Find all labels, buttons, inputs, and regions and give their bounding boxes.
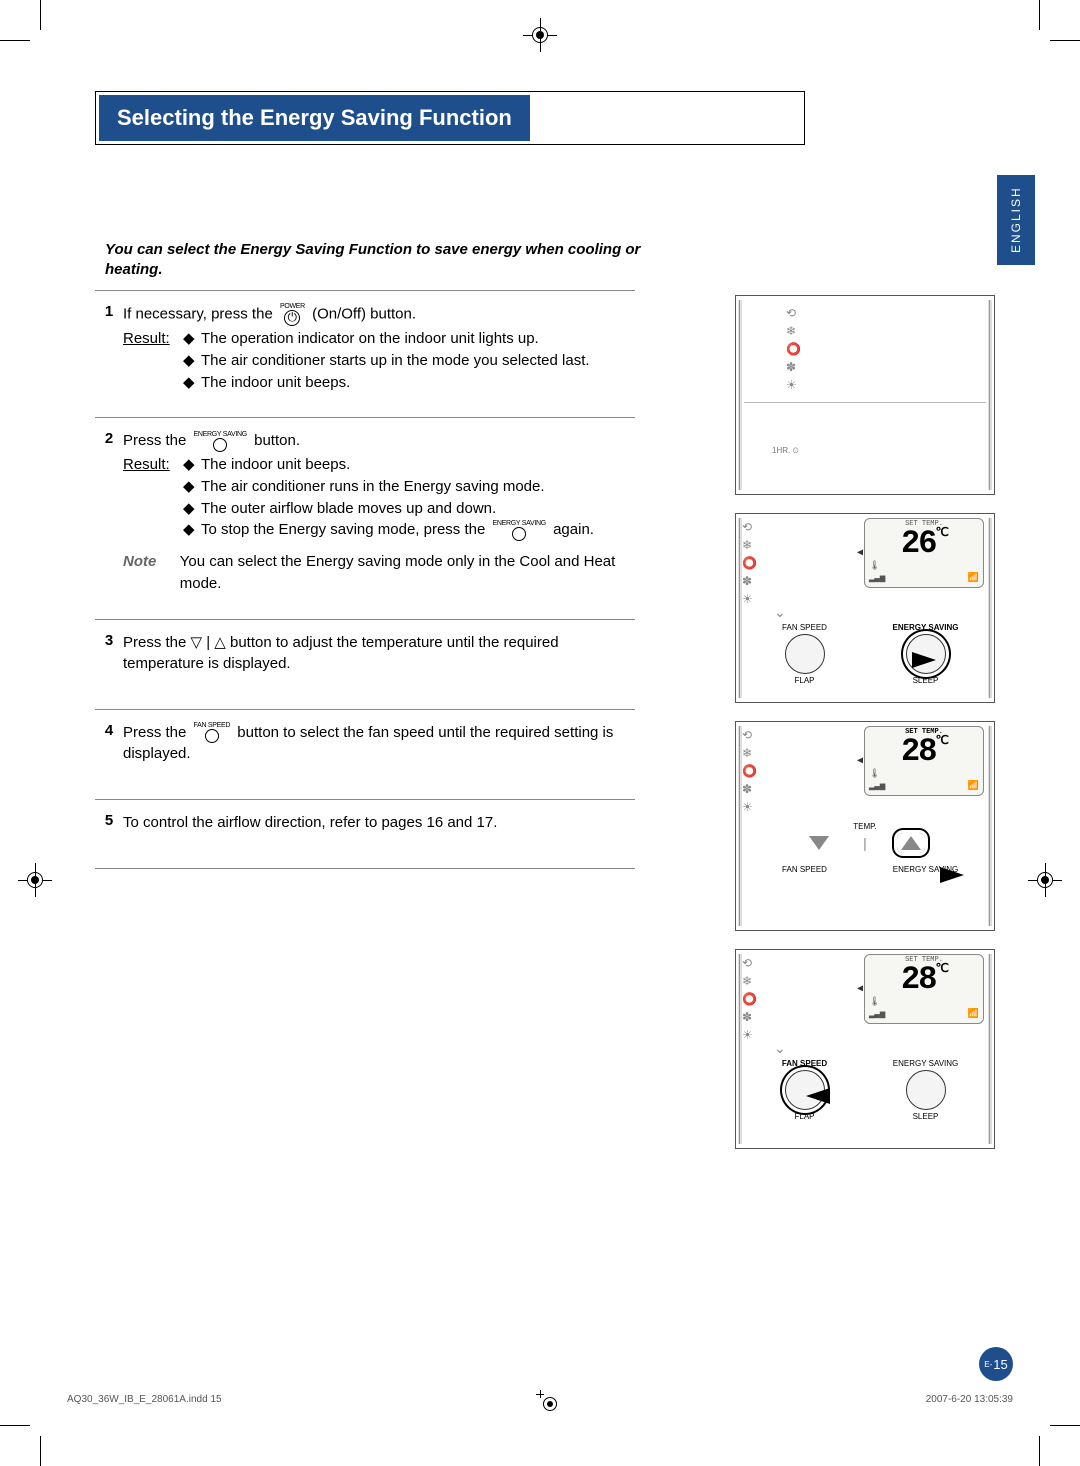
lcd-display: ◀ SET TEMP. 26℃ 🌡 ▂▃▅📶 [864,518,984,588]
result-item: The air conditioner runs in the Energy s… [201,476,545,498]
pointer-arrow-icon [912,652,936,668]
note-label: Note [123,551,180,595]
registration-mark [22,867,48,893]
step-text: Press the ▽ | △ button to adjust the tem… [123,634,559,673]
mode-icons: ⟲❄⭕✽☀ [786,306,801,392]
page: Selecting the Energy Saving Function ENG… [55,55,1025,1411]
pointer-arrow-icon [940,867,964,883]
steps-list: 1 If necessary, press the POWER (On/Off)… [95,290,635,869]
step-1: 1 If necessary, press the POWER (On/Off)… [95,290,635,417]
energy-saving-label: ENERGY SAVING [865,865,986,874]
fan-speed-label: FAN SPEED [782,623,827,632]
fan-speed-button[interactable] [785,634,825,674]
registration-mark [527,22,553,48]
step-number: 1 [95,303,123,393]
result-item: The indoor unit beeps. [201,454,350,476]
result-item: The operation indicator on the indoor un… [201,328,539,350]
sleep-label: SLEEP [865,676,986,685]
fan-speed-button-icon: FAN SPEED [194,722,231,743]
title-bar: Selecting the Energy Saving Function [95,91,805,145]
energy-saving-label: ENERGY SAVING [893,623,959,632]
mode-icons: ⟲❄⭕✽☀ [742,728,757,814]
temp-label: TEMP. [744,822,986,831]
result-label: Result: [123,328,183,393]
remote-panels: ⟲❄⭕✽☀ TURBO POWER ⏻ 1HR. ⏲ ⟲❄⭕✽☀ [735,295,995,1167]
step-5: 5 To control the airflow direction, refe… [95,799,635,869]
step-text: To control the airflow direction, refer … [123,814,497,831]
note-text: You can select the Energy saving mode on… [180,551,635,595]
registration-mark [1032,867,1058,893]
result-item: The air conditioner starts up in the mod… [201,350,590,372]
fan-speed-label: FAN SPEED [782,1059,827,1068]
page-title: Selecting the Energy Saving Function [99,95,530,141]
step-text: Press the [123,724,191,741]
energy-saving-button[interactable] [906,1070,946,1110]
remote-panel-2: ⟲❄⭕✽☀ ◀ SET TEMP. 26℃ 🌡 ▂▃▅📶 ⌄ FAN SPEED… [735,513,995,703]
temp-down-button[interactable] [805,833,833,853]
fan-speed-label: FAN SPEED [744,865,865,874]
pointer-arrow-icon [806,1088,830,1104]
energy-saving-label: ENERGY SAVING [893,1059,959,1068]
result-item: The outer airflow blade moves up and dow… [201,498,496,520]
step-number: 3 [95,632,123,685]
lcd-display: ◀ SET TEMP. 28℃ 🌡 ▂▃▅📶 [864,954,984,1024]
step-2: 2 Press the ENERGY SAVING button. Result… [95,417,635,618]
page-number: E-15 [979,1347,1013,1381]
intro-text: You can select the Energy Saving Functio… [105,240,645,281]
result-item: To stop the Energy saving mode, press th… [201,521,490,538]
step-text: (On/Off) button. [312,305,416,322]
result-item: again. [553,521,594,538]
lcd-display: ◀ SET TEMP. 28℃ 🌡 ▂▃▅📶 [864,726,984,796]
mode-icons: ⟲❄⭕✽☀ [742,956,757,1042]
step-4: 4 Press the FAN SPEED button to select t… [95,709,635,799]
result-label: Result: [123,454,183,541]
step-text: Press the [123,432,191,449]
step-text: If necessary, press the [123,305,277,322]
flap-label: FLAP [744,1112,865,1121]
energy-saving-button-icon: ENERGY SAVING [493,520,546,541]
power-button-icon: POWER [280,303,305,326]
remote-panel-1: ⟲❄⭕✽☀ TURBO POWER ⏻ 1HR. ⏲ [735,295,995,495]
flap-label: FLAP [744,676,865,685]
temp-up-button[interactable] [897,833,925,853]
one-hour-label: 1HR. ⏲ [772,446,799,456]
remote-panel-3: ⟲❄⭕✽☀ ◀ SET TEMP. 28℃ 🌡 ▂▃▅📶 TEMP. | FAN… [735,721,995,931]
footer-file: AQ30_36W_IB_E_28061A.indd 15 [67,1394,222,1405]
step-number: 5 [95,812,123,844]
language-tab: ENGLISH [997,175,1035,265]
footer-timestamp: 2007-6-20 13:05:39 [926,1394,1013,1405]
footer: AQ30_36W_IB_E_28061A.indd 15 2007-6-20 1… [67,1394,1013,1405]
sleep-label: SLEEP [865,1112,986,1121]
step-3: 3 Press the ▽ | △ button to adjust the t… [95,619,635,709]
step-number: 4 [95,722,123,775]
step-number: 2 [95,430,123,594]
remote-panel-4: ⟲❄⭕✽☀ ◀ SET TEMP. 28℃ 🌡 ▂▃▅📶 ⌄ FAN SPEED… [735,949,995,1149]
result-item: The indoor unit beeps. [201,372,350,394]
mode-icons: ⟲❄⭕✽☀ [742,520,757,606]
step-text: button. [254,432,300,449]
energy-saving-button-icon: ENERGY SAVING [194,431,247,452]
